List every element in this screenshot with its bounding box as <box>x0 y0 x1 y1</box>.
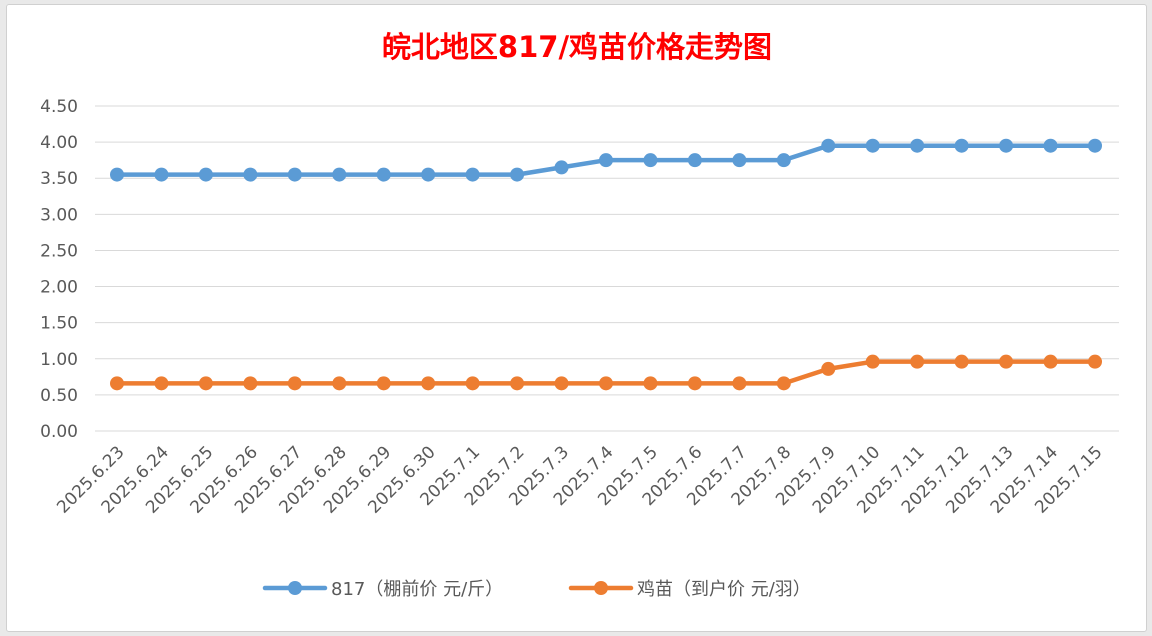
y-tick-label: 2.50 <box>40 241 78 261</box>
data-point <box>243 376 258 391</box>
data-point <box>110 167 124 182</box>
data-point <box>198 376 213 391</box>
data-point <box>643 153 658 168</box>
data-point <box>732 153 747 168</box>
data-point <box>1043 354 1058 369</box>
gridlines <box>95 105 1119 432</box>
legend-marker <box>594 581 608 595</box>
y-tick-label: 1.00 <box>40 350 78 370</box>
data-point <box>954 138 969 153</box>
data-point <box>954 354 969 369</box>
data-point <box>1088 354 1102 369</box>
data-point <box>287 376 302 391</box>
data-point <box>332 167 347 182</box>
data-point <box>999 138 1014 153</box>
data-point <box>376 167 391 182</box>
series-1 <box>110 138 1102 182</box>
data-point <box>287 167 302 182</box>
legend-item: 鸡苗（到户价 元/羽） <box>568 579 811 600</box>
y-tick-label: 2.00 <box>40 278 78 298</box>
series-2 <box>110 354 1102 391</box>
data-point <box>510 376 525 391</box>
data-point <box>465 167 480 182</box>
y-tick-label: 4.00 <box>40 133 78 153</box>
data-point <box>198 167 213 182</box>
y-tick-label: 0.00 <box>40 422 78 442</box>
data-point <box>776 153 791 168</box>
line-chart: 皖北地区817/鸡苗价格走势图 0.00 0.50 1.00 1.50 2.00 2.50… <box>40 30 1119 600</box>
y-axis: 0.00 0.50 1.00 1.50 2.00 2.50 3.00 3.50 4.00 4.50 <box>40 97 78 442</box>
y-tick-label: 3.00 <box>40 205 78 225</box>
x-axis: 2025.6.232025.6.242025.6.252025.6.262025… <box>53 442 1106 517</box>
chart-title: 皖北地区817/鸡苗价格走势图 <box>382 30 772 64</box>
data-point <box>865 138 880 153</box>
data-point <box>643 376 658 391</box>
data-point <box>687 153 702 168</box>
data-point <box>732 376 747 391</box>
data-point <box>821 138 836 153</box>
data-point <box>554 376 569 391</box>
data-point <box>465 376 480 391</box>
data-point <box>599 376 613 391</box>
y-tick-label: 1.50 <box>40 314 78 334</box>
data-point <box>999 354 1014 369</box>
data-point <box>376 376 391 391</box>
data-point <box>776 376 791 391</box>
data-point <box>243 167 258 182</box>
data-point <box>865 354 880 369</box>
y-tick-label: 4.50 <box>40 97 78 117</box>
legend-label: 鸡苗（到户价 元/羽） <box>637 579 811 600</box>
data-point <box>154 167 169 182</box>
legend: 817（棚前价 元/斤） 鸡苗（到户价 元/羽） <box>262 579 811 600</box>
data-point <box>421 376 436 391</box>
legend-marker <box>288 581 302 595</box>
data-point <box>687 376 702 391</box>
legend-label: 817（棚前价 元/斤） <box>331 579 503 600</box>
data-point <box>821 361 836 376</box>
legend-item: 817（棚前价 元/斤） <box>262 579 503 600</box>
data-point <box>1088 138 1102 153</box>
data-point <box>421 167 436 182</box>
data-point <box>110 376 124 391</box>
series-layer <box>110 138 1102 391</box>
data-point <box>1043 138 1058 153</box>
y-tick-label: 0.50 <box>40 386 78 406</box>
data-point <box>599 153 613 168</box>
chart-frame: 皖北地区817/鸡苗价格走势图 0.00 0.50 1.00 1.50 2.00 2.50… <box>6 4 1147 632</box>
data-point <box>332 376 347 391</box>
data-point <box>910 138 925 153</box>
data-point <box>154 376 169 391</box>
data-point <box>510 167 525 182</box>
data-point <box>910 354 925 369</box>
y-tick-label: 3.50 <box>40 169 78 189</box>
data-point <box>554 160 569 175</box>
